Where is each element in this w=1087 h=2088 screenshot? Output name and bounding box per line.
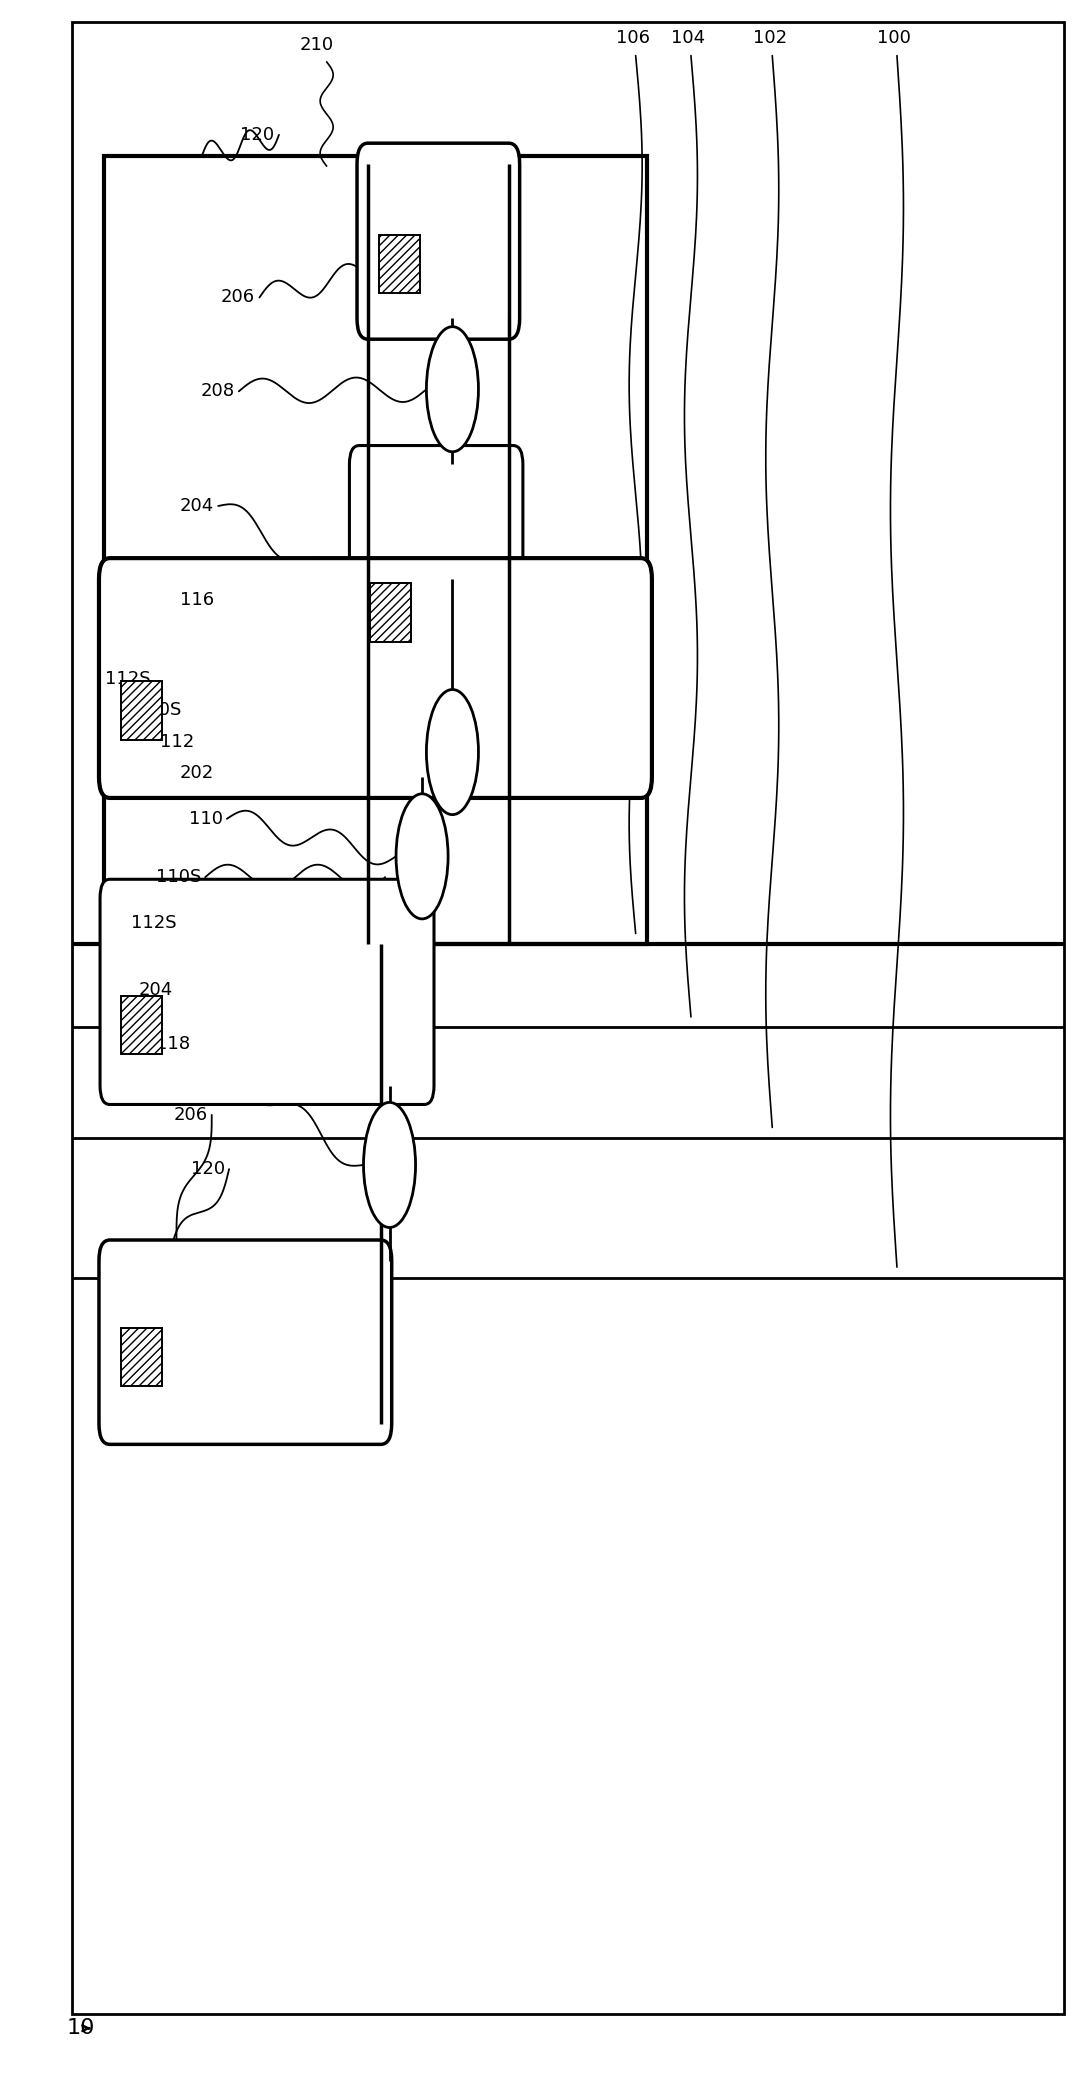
Text: 116: 116 [179,591,214,610]
Text: 118: 118 [155,1036,190,1052]
FancyBboxPatch shape [99,557,652,798]
Text: 120: 120 [240,125,275,144]
Text: 100: 100 [877,29,911,48]
Text: 204: 204 [138,981,173,998]
FancyBboxPatch shape [349,445,523,691]
Text: 10: 10 [66,2019,95,2038]
Text: 104: 104 [672,29,705,48]
Bar [370,583,411,641]
FancyBboxPatch shape [100,879,434,1105]
Ellipse shape [363,1102,415,1228]
Bar [121,681,162,739]
Text: 204: 204 [179,497,214,516]
Bar [121,996,162,1054]
Text: 202: 202 [179,764,214,781]
Text: 106: 106 [616,29,650,48]
Ellipse shape [396,793,448,919]
Text: 110: 110 [188,810,223,827]
Text: 210: 210 [300,35,334,54]
FancyBboxPatch shape [357,144,520,338]
FancyBboxPatch shape [99,1240,391,1445]
Text: 102: 102 [753,29,787,48]
Bar [378,236,420,292]
Text: 112: 112 [160,733,195,752]
Text: 112S: 112S [105,670,151,689]
Text: 206: 206 [221,288,255,307]
Text: 112S: 112S [132,915,177,931]
Ellipse shape [426,326,478,451]
Ellipse shape [426,689,478,814]
Text: 206: 206 [173,1107,208,1123]
Bar [104,157,647,944]
Text: 120: 120 [190,1161,225,1178]
Text: 208: 208 [200,382,235,401]
Bar [121,1328,162,1386]
Text: 110S: 110S [136,702,182,720]
Text: 110S: 110S [155,869,201,885]
